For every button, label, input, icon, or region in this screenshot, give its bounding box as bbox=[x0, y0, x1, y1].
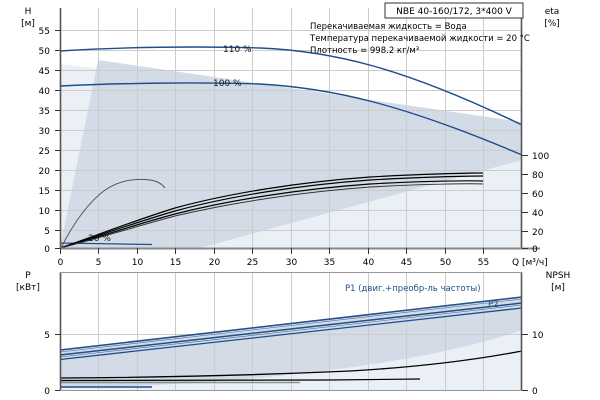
q-tick-50: 50 bbox=[440, 258, 452, 268]
upper-ytick-25: 25 bbox=[39, 147, 50, 157]
curve-head-100 bbox=[59, 82, 523, 156]
q-tick-40: 40 bbox=[363, 258, 375, 268]
title-box: NBE 40-160/172, 3*400 V bbox=[384, 2, 524, 19]
curve-eta-motor bbox=[59, 180, 484, 249]
info-line-liquid: Перекачиваемая жидкость = Вода bbox=[310, 22, 467, 32]
p-tick-0: 0 bbox=[44, 387, 50, 397]
upper-ytick-50: 50 bbox=[39, 47, 51, 57]
eta-tick-60: 60 bbox=[532, 190, 544, 200]
npsh-axis-name: NPSH bbox=[546, 271, 571, 281]
label-110-percent: 110 % bbox=[223, 45, 252, 55]
upper-ytick-30: 30 bbox=[39, 127, 51, 137]
eta-tick-100: 100 bbox=[532, 152, 549, 162]
label-p2: P2 bbox=[488, 300, 499, 310]
eta-tick-0: 0 bbox=[532, 245, 538, 255]
info-block: Перекачиваемая жидкость = Вода Температу… bbox=[309, 22, 530, 56]
eta-tick-80: 80 bbox=[532, 171, 544, 181]
upper-ytick-40: 40 bbox=[39, 87, 51, 97]
npsh-tick-0: 0 bbox=[532, 387, 538, 397]
npsh-axis-unit: [м] bbox=[551, 283, 565, 293]
q-tick-10: 10 bbox=[132, 258, 144, 268]
upper-ytick-5: 5 bbox=[44, 227, 50, 237]
q-tick-5: 5 bbox=[96, 258, 102, 268]
title-box-frame bbox=[384, 2, 524, 19]
q-tick-0: 0 bbox=[58, 258, 64, 268]
curve-p1 bbox=[59, 296, 523, 351]
upper-y-ticks bbox=[55, 30, 60, 249]
upper-ytick-15: 15 bbox=[39, 187, 50, 197]
eta-tick-40: 40 bbox=[532, 209, 544, 219]
curve-npsh bbox=[59, 350, 523, 379]
lower-panel: 5 0 P [кВт] 10 0 NPSH [м] P1 (двиг.+прео… bbox=[16, 271, 570, 397]
eta-tick-20: 20 bbox=[532, 228, 544, 238]
curve-eta-110 bbox=[59, 172, 484, 249]
label-100-percent: 100 % bbox=[213, 79, 242, 89]
label-20-percent: 20 % bbox=[88, 234, 111, 244]
curve-eta-100 bbox=[59, 175, 484, 249]
curve-p-lower bbox=[59, 307, 523, 361]
curve-p-guide-1 bbox=[59, 298, 523, 353]
curve-head-110 bbox=[59, 46, 523, 126]
curve-eta-extra bbox=[59, 183, 484, 249]
lower-y-ticks bbox=[55, 334, 60, 391]
npsh-tick-10: 10 bbox=[532, 331, 544, 341]
upper-ytick-55: 55 bbox=[39, 27, 50, 37]
q-tick-35: 35 bbox=[324, 258, 335, 268]
curve-npsh-secondary bbox=[59, 378, 421, 382]
curve-p2 bbox=[59, 302, 523, 356]
h-axis-name: H bbox=[25, 7, 32, 17]
title-box-label: NBE 40-160/172, 3*400 V bbox=[396, 7, 513, 17]
upper-ytick-20: 20 bbox=[39, 167, 51, 177]
upper-y2-ticks bbox=[522, 155, 528, 249]
q-tick-30: 30 bbox=[286, 258, 298, 268]
info-line-temperature: Температура перекачиваемой жидкости = 20… bbox=[309, 34, 530, 44]
label-p1: P1 (двиг.+преобр-ль частоты) bbox=[345, 284, 481, 294]
q-tick-55: 55 bbox=[478, 258, 489, 268]
p-tick-5: 5 bbox=[44, 331, 50, 341]
curve-eta-lowspeed bbox=[60, 178, 166, 249]
q-tick-20: 20 bbox=[209, 258, 221, 268]
info-line-density: Плотность = 998.2 кг/м³ bbox=[310, 46, 419, 56]
upper-ytick-10: 10 bbox=[39, 207, 51, 217]
h-axis-unit: [м] bbox=[21, 19, 35, 29]
q-tick-15: 15 bbox=[170, 258, 181, 268]
upper-ytick-0: 0 bbox=[44, 245, 50, 255]
p-axis-name: P bbox=[25, 271, 31, 281]
upper-grid-horizontal bbox=[60, 30, 522, 231]
q-tick-25: 25 bbox=[247, 258, 258, 268]
upper-panel: 55 50 45 40 35 30 25 20 15 10 5 0 H [м] bbox=[21, 7, 560, 268]
eta-axis-unit: [%] bbox=[544, 19, 560, 29]
q-axis-label: Q [м³/ч] bbox=[512, 258, 548, 268]
lower-y2-ticks bbox=[522, 334, 528, 391]
eta-axis-name: eta bbox=[545, 7, 560, 17]
upper-x-ticks bbox=[60, 248, 484, 254]
curve-p-guide-2 bbox=[59, 304, 523, 358]
p-axis-unit: [кВт] bbox=[16, 283, 40, 293]
q-tick-45: 45 bbox=[401, 258, 412, 268]
upper-ytick-35: 35 bbox=[39, 107, 50, 117]
upper-ytick-45: 45 bbox=[39, 67, 50, 77]
